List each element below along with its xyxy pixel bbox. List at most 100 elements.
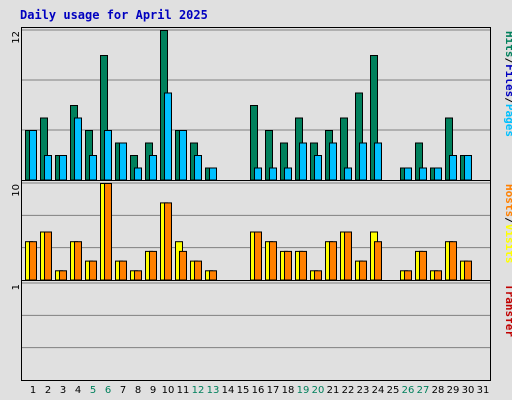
files-bar-day-23 <box>359 142 367 181</box>
side-label-segment: Hosts <box>503 184 512 217</box>
hosts-bar-day-3 <box>59 270 67 281</box>
x-tick-label-day-27: 27 <box>417 385 430 396</box>
x-tick-label-day-14: 14 <box>222 385 235 396</box>
x-tick-label-day-23: 23 <box>357 385 370 396</box>
files-bar-day-20 <box>314 155 322 181</box>
side-label: Transfer <box>503 284 512 337</box>
files-bar-day-8 <box>134 167 142 181</box>
hosts-bar-day-11 <box>179 250 187 281</box>
x-tick-label-day-16: 16 <box>252 385 265 396</box>
x-tick-label-day-31: 31 <box>477 385 490 396</box>
side-label-segment: Visits <box>503 224 512 264</box>
x-tick-label-day-5: 5 <box>90 385 96 396</box>
x-tick-label-day-25: 25 <box>387 385 400 396</box>
side-label: Hits/Files/Pages <box>503 31 512 137</box>
files-bar-day-7 <box>119 142 127 181</box>
files-bar-day-2 <box>44 155 52 181</box>
x-tick-label-day-6: 6 <box>105 385 111 396</box>
files-bar-day-16 <box>254 167 262 181</box>
x-tick-label-day-9: 9 <box>150 385 156 396</box>
x-tick-label-day-4: 4 <box>75 385 81 396</box>
panel-transfer: 1 Transfer <box>11 280 512 381</box>
files-bar-day-3 <box>59 155 67 181</box>
x-tick-label-day-21: 21 <box>327 385 340 396</box>
hosts-bar-day-2 <box>44 231 52 281</box>
files-bar-day-24 <box>374 142 382 181</box>
files-bar-day-22 <box>344 167 352 181</box>
files-bar-day-13 <box>209 167 217 181</box>
files-bar-day-4 <box>74 117 82 181</box>
hosts-bar-day-29 <box>449 241 457 281</box>
x-axis-day-labels: 1 2 3 4 5 6 7 8 9 10 11 12 13 14 15 16 17 18 19 20 21 22 23 24 2… <box>30 385 490 396</box>
x-tick-label-day-19: 19 <box>297 385 310 396</box>
chart-panels: 12Hits/Files/Pages10Hosts/Visits1Transfe… <box>11 27 512 381</box>
hosts-bar-day-13 <box>209 270 217 281</box>
files-bar-day-21 <box>329 142 337 181</box>
hosts-bar-day-10 <box>164 202 172 281</box>
files-bar-day-12 <box>194 155 202 181</box>
hosts-bar-day-24 <box>374 241 382 281</box>
hosts-bar-day-19 <box>299 250 307 281</box>
x-tick-label-day-10: 10 <box>162 385 175 396</box>
x-tick-label-day-18: 18 <box>282 385 295 396</box>
y-tick-label: 1 <box>11 284 22 290</box>
hosts-bar-day-5 <box>89 260 97 281</box>
files-bar-day-29 <box>449 155 457 181</box>
hosts-bar-day-28 <box>434 270 442 281</box>
x-tick-label-day-20: 20 <box>312 385 325 396</box>
files-bar-day-1 <box>29 130 37 181</box>
y-tick-label: 10 <box>11 184 22 197</box>
hosts-bar-day-16 <box>254 231 262 281</box>
x-tick-label-day-13: 13 <box>207 385 220 396</box>
hosts-bar-day-26 <box>404 270 412 281</box>
side-label-segment: / <box>503 58 512 65</box>
hosts-bar-day-1 <box>29 241 37 281</box>
files-bar-day-27 <box>419 167 427 181</box>
hosts-bar-day-12 <box>194 260 202 281</box>
hosts-bar-day-20 <box>314 270 322 281</box>
x-tick-label-day-28: 28 <box>432 385 445 396</box>
y-tick-label: 12 <box>11 31 22 44</box>
hosts-bar-day-9 <box>149 250 157 281</box>
side-label-segment: Hits <box>503 31 512 58</box>
files-bar-day-5 <box>89 155 97 181</box>
side-label-segment: / <box>503 217 512 224</box>
side-label-segment: Files <box>503 64 512 97</box>
x-tick-label-day-30: 30 <box>462 385 475 396</box>
x-tick-label-day-2: 2 <box>45 385 51 396</box>
hosts-bar-day-7 <box>119 260 127 281</box>
x-tick-label-day-12: 12 <box>192 385 205 396</box>
hosts-bar-day-22 <box>344 231 352 281</box>
hosts-bar-day-27 <box>419 250 427 281</box>
x-tick-label-day-26: 26 <box>402 385 415 396</box>
x-tick-label-day-29: 29 <box>447 385 460 396</box>
hosts-bar-day-30 <box>464 260 472 281</box>
files-bar-day-26 <box>404 167 412 181</box>
x-tick-label-day-8: 8 <box>135 385 141 396</box>
files-bar-day-9 <box>149 155 157 181</box>
x-tick-label-day-7: 7 <box>120 385 126 396</box>
hosts-bar-day-21 <box>329 241 337 281</box>
x-tick-label-day-15: 15 <box>237 385 250 396</box>
hosts-bar-day-17 <box>269 241 277 281</box>
files-bar-day-30 <box>464 155 472 181</box>
files-bar-day-17 <box>269 167 277 181</box>
x-tick-label-day-22: 22 <box>342 385 355 396</box>
files-bar-day-18 <box>284 167 292 181</box>
x-tick-label-day-3: 3 <box>60 385 66 396</box>
side-label-segment: / <box>503 97 512 104</box>
files-bar-day-6 <box>104 130 112 181</box>
side-label-segment: Pages <box>503 104 512 137</box>
x-tick-label-day-17: 17 <box>267 385 280 396</box>
panel-visits-hosts: 10 Hosts/Visits <box>11 180 512 281</box>
chart-title: Daily usage for April 2025 <box>20 8 208 22</box>
x-tick-label-day-11: 11 <box>177 385 190 396</box>
files-bar-day-11 <box>179 130 187 181</box>
hosts-bar-day-18 <box>284 250 292 281</box>
panel-frame <box>21 280 491 381</box>
side-label: Hosts/Visits <box>503 184 512 264</box>
hosts-bar-day-8 <box>134 270 142 281</box>
files-bar-day-10 <box>164 92 172 181</box>
